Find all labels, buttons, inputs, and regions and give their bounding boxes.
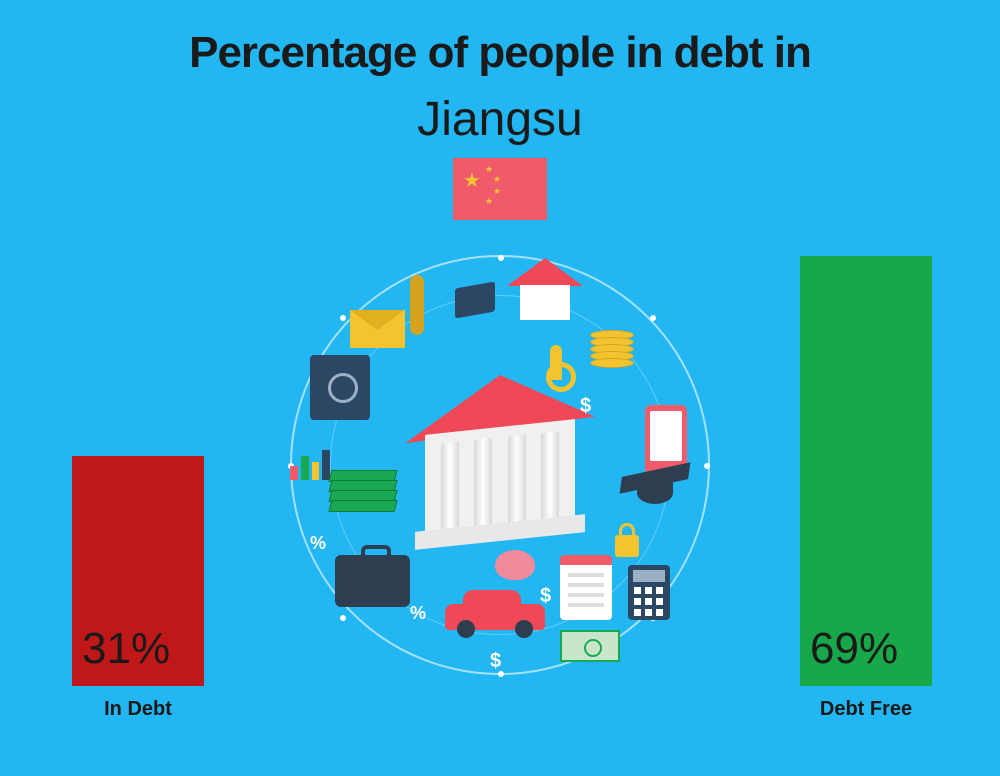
bar-debt-free-label: Debt Free bbox=[800, 698, 932, 721]
caduceus-icon bbox=[410, 275, 424, 335]
piggy-bank-icon bbox=[495, 550, 535, 580]
percent-icon: % bbox=[310, 533, 326, 554]
car-icon bbox=[445, 590, 545, 638]
bar-debt-free-value: 69% bbox=[810, 624, 898, 674]
banknote-icon bbox=[560, 630, 620, 662]
dollar-icon: $ bbox=[490, 650, 501, 673]
house-icon bbox=[510, 263, 580, 323]
bar-in-debt: 31% bbox=[72, 456, 204, 686]
page-subtitle: Jiangsu bbox=[0, 92, 1000, 147]
percent-icon: % bbox=[410, 603, 426, 624]
finance-icons-graphic: % % $ $ $ bbox=[280, 245, 720, 685]
coins-icon bbox=[590, 330, 640, 390]
mini-bar-chart-icon bbox=[290, 445, 330, 480]
lock-icon bbox=[615, 535, 639, 557]
safe-icon bbox=[310, 355, 370, 420]
china-flag-icon: ★ ★ ★ ★ ★ bbox=[453, 158, 547, 220]
calculator-icon bbox=[628, 565, 670, 620]
bar-debt-free: 69% bbox=[800, 256, 932, 686]
bar-in-debt-label: In Debt bbox=[72, 698, 204, 721]
dollar-icon: $ bbox=[540, 585, 551, 608]
briefcase-icon bbox=[335, 555, 410, 607]
bar-in-debt-value: 31% bbox=[82, 624, 170, 674]
bank-icon bbox=[415, 385, 585, 545]
graduation-cap-icon bbox=[620, 470, 690, 510]
cash-stack-icon bbox=[330, 470, 400, 525]
dollar-icon: $ bbox=[580, 395, 591, 418]
envelope-icon bbox=[350, 310, 405, 348]
clipboard-icon bbox=[560, 555, 612, 620]
page-title: Percentage of people in debt in bbox=[0, 28, 1000, 78]
